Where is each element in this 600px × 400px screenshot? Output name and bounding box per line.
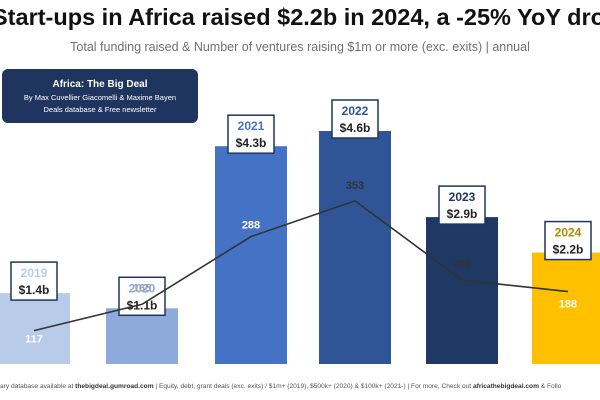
bar-2021 [215,146,287,364]
ventures-label-2020: 165 [133,282,151,294]
value-label-2023: $2.9b [447,207,478,221]
value-label-2019: $1.4b [19,283,50,297]
value-label-2020: $1.1b [127,298,158,312]
ventures-label-2024: 188 [559,299,577,311]
bar-2023 [426,217,498,364]
category-label-2021: 2021 [238,119,265,133]
bar-2022 [319,131,391,364]
ventures-line [33,199,569,332]
bar-label-box-2022 [331,99,379,139]
value-label-2024: $2.2b [553,243,584,257]
badge-description: Deals database & Free newsletter [43,105,157,114]
category-label-2023: 2023 [449,190,476,204]
category-label-2019: 2019 [21,266,48,280]
footer-text-2: | Equity, debt, grant deals (exc. exits)… [153,383,473,390]
footer-text-3: & Follo [538,383,562,390]
badge-authors: By Max Cuvellier Giacomelli & Maxime Bay… [23,93,177,102]
value-label-2021: $4.3b [236,136,267,150]
chart-title: Start-ups in Africa raised $2.2b in 2024… [0,4,600,30]
bar-2020 [106,308,178,364]
badge-title: Africa: The Big Deal [52,79,148,90]
category-label-2020: 2020 [129,281,156,295]
bar-label-box-2023 [438,185,486,225]
footer-link-website[interactable]: africathebigdeal.com [472,383,539,390]
footer-text-1: ary database available at [0,383,76,390]
ventures-label-2021: 288 [242,220,260,232]
ventures-label-2023: 209 [453,258,471,270]
bar-label-box-2021 [227,114,275,154]
bar-2024 [532,252,600,364]
footer-note: ary database available at thebigdeal.gum… [0,383,600,390]
bar-label-box-2024 [544,220,592,261]
chart-subtitle: Total funding raised & Number of venture… [70,40,530,54]
ventures-label-2022: 353 [346,180,364,192]
ventures-label-2019: 117 [25,334,43,346]
value-label-2022: $4.6b [340,121,371,135]
footer-link-gumroad[interactable]: thebigdeal.gumroad.com [75,383,154,390]
category-label-2024: 2024 [555,226,582,240]
category-label-2022: 2022 [342,104,369,118]
bar-2019 [0,293,70,364]
source-badge[interactable]: Africa: The Big Deal By Max Cuvellier Gi… [2,69,198,123]
bar-label-box-2019 [10,261,58,301]
bar-label-box-2020 [118,276,166,317]
